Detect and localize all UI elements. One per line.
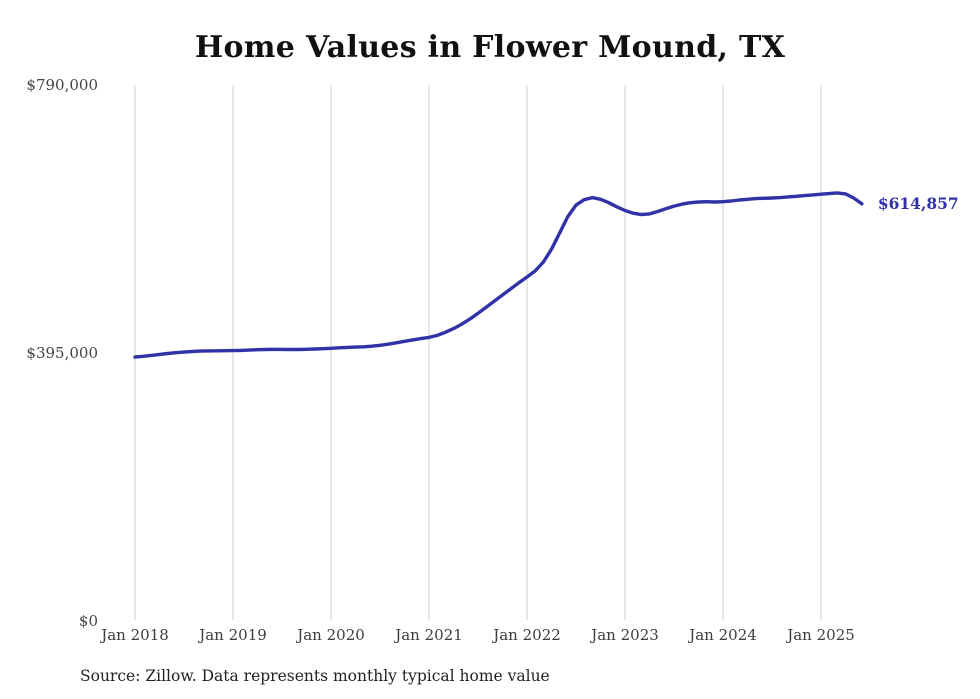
x-tick-label: Jan 2019 (199, 626, 267, 644)
y-tick-label: $0 (78, 612, 98, 630)
x-tick-label: Jan 2023 (591, 626, 659, 644)
y-tick-label: $790,000 (26, 76, 98, 94)
source-note: Source: Zillow. Data represents monthly … (80, 667, 550, 685)
x-tick-label: Jan 2018 (101, 626, 169, 644)
y-tick-label: $395,000 (26, 344, 98, 362)
x-tick-label: Jan 2025 (787, 626, 855, 644)
x-tick-label: Jan 2022 (493, 626, 561, 644)
x-tick-label: Jan 2021 (395, 626, 463, 644)
value-line (133, 191, 864, 359)
chart-title: Home Values in Flower Mound, TX (194, 30, 786, 65)
x-tick-label: Jan 2024 (689, 626, 757, 644)
x-tick-label: Jan 2020 (297, 626, 365, 644)
final-value-label: $614,857 (877, 193, 959, 213)
